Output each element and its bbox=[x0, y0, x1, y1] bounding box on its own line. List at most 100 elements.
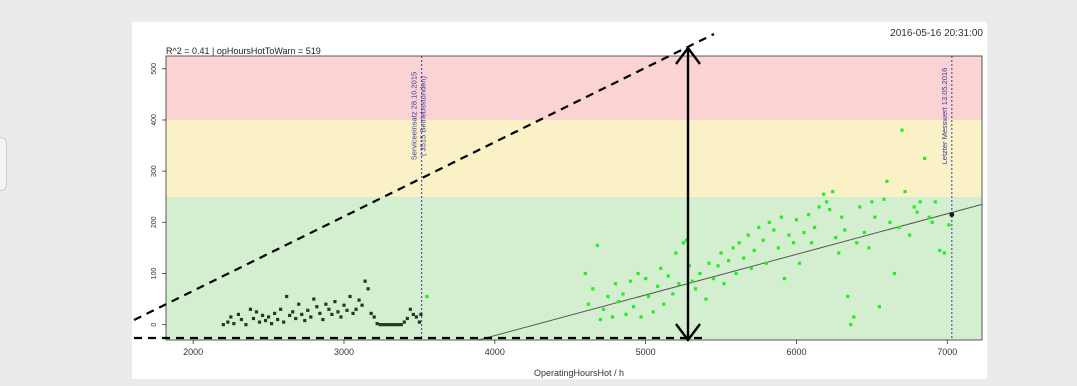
y-tick-label: 400 bbox=[151, 114, 158, 126]
data-point bbox=[417, 320, 421, 324]
data-point bbox=[684, 238, 688, 242]
data-point bbox=[727, 259, 731, 263]
x-tick-label: 5000 bbox=[636, 347, 656, 357]
data-point bbox=[698, 271, 702, 276]
data-point bbox=[279, 307, 283, 311]
y-tick-label: 300 bbox=[151, 165, 158, 177]
data-point bbox=[288, 313, 292, 318]
data-point bbox=[882, 197, 886, 201]
data-point bbox=[613, 282, 618, 286]
data-point bbox=[345, 308, 349, 312]
data-point bbox=[647, 294, 651, 299]
data-point bbox=[342, 303, 346, 307]
data-point bbox=[817, 205, 821, 209]
data-point bbox=[674, 251, 678, 255]
data-point bbox=[381, 323, 385, 327]
data-point bbox=[291, 310, 295, 314]
data-point bbox=[239, 317, 244, 322]
data-point bbox=[933, 200, 937, 204]
data-point bbox=[662, 302, 666, 306]
data-point bbox=[734, 271, 738, 276]
data-point bbox=[276, 317, 280, 322]
last-data-point bbox=[949, 212, 955, 218]
data-point bbox=[294, 316, 298, 321]
data-point bbox=[828, 207, 832, 212]
x-tick-label: 2000 bbox=[183, 347, 203, 357]
data-point bbox=[742, 256, 746, 260]
data-point bbox=[229, 315, 233, 319]
data-point bbox=[354, 307, 358, 311]
data-point bbox=[722, 282, 726, 286]
data-point bbox=[591, 287, 595, 291]
y-tick-label: 0 bbox=[151, 323, 158, 327]
data-point bbox=[659, 266, 663, 270]
data-point bbox=[761, 238, 765, 242]
data-point bbox=[831, 190, 835, 194]
data-point bbox=[312, 297, 316, 301]
data-point bbox=[930, 220, 934, 224]
data-point bbox=[666, 274, 670, 278]
data-point bbox=[393, 323, 397, 327]
data-point bbox=[806, 213, 811, 217]
data-point bbox=[707, 261, 711, 265]
data-point bbox=[408, 307, 412, 311]
data-point bbox=[631, 305, 636, 309]
data-point bbox=[897, 225, 901, 230]
annotation-arrowhead-bottom bbox=[675, 323, 701, 342]
data-point bbox=[333, 300, 337, 304]
stats-label: R^2 = 0.41 | opHoursHotToWarn = 519 bbox=[166, 46, 321, 56]
data-point bbox=[873, 215, 877, 219]
data-point bbox=[297, 302, 301, 306]
data-point bbox=[327, 307, 331, 311]
data-point bbox=[797, 261, 802, 265]
y-tick-label: 200 bbox=[151, 216, 158, 228]
data-point bbox=[411, 312, 415, 317]
data-point bbox=[369, 311, 373, 315]
data-point bbox=[621, 292, 625, 296]
y-tick-label: 100 bbox=[151, 268, 158, 280]
data-point bbox=[772, 228, 776, 232]
data-point bbox=[306, 308, 310, 312]
data-point bbox=[834, 236, 838, 240]
data-point bbox=[862, 230, 866, 235]
data-point bbox=[321, 317, 325, 322]
data-point bbox=[384, 323, 388, 327]
data-point bbox=[918, 200, 922, 204]
data-point bbox=[903, 190, 907, 194]
data-point bbox=[912, 205, 916, 209]
threshold-band bbox=[166, 56, 982, 120]
data-point bbox=[812, 225, 817, 230]
data-point bbox=[363, 279, 367, 283]
data-point bbox=[867, 246, 871, 250]
x-tick-label: 4000 bbox=[485, 347, 505, 357]
x-tick-label: 7000 bbox=[937, 347, 957, 357]
data-point bbox=[399, 323, 403, 327]
data-point bbox=[583, 271, 587, 276]
data-point bbox=[315, 305, 319, 309]
data-point bbox=[303, 318, 307, 323]
data-point bbox=[309, 315, 313, 319]
threshold-bands bbox=[166, 56, 982, 340]
data-point bbox=[791, 241, 796, 245]
data-point bbox=[266, 315, 271, 319]
data-point bbox=[671, 292, 675, 296]
data-point bbox=[923, 156, 927, 160]
data-point bbox=[704, 297, 708, 301]
data-point bbox=[263, 318, 268, 323]
data-point bbox=[802, 230, 806, 235]
timestamp: 2016-05-16 20:31:00 bbox=[890, 28, 983, 39]
data-point bbox=[840, 215, 844, 219]
data-point bbox=[351, 311, 355, 315]
data-point bbox=[221, 323, 225, 327]
chart-frame: Serviceeinsatz 28.10.2015( 3515 Betriebs… bbox=[132, 22, 987, 379]
data-point bbox=[236, 312, 240, 317]
data-point bbox=[892, 271, 897, 276]
data-point bbox=[300, 312, 304, 317]
data-point bbox=[885, 179, 889, 183]
panel-edge-handle bbox=[0, 137, 7, 191]
data-point bbox=[900, 128, 904, 132]
data-point bbox=[651, 310, 655, 314]
data-point bbox=[822, 192, 826, 196]
data-point bbox=[387, 323, 391, 327]
y-axis: 0 100 200 300 400 500 bbox=[151, 63, 166, 327]
